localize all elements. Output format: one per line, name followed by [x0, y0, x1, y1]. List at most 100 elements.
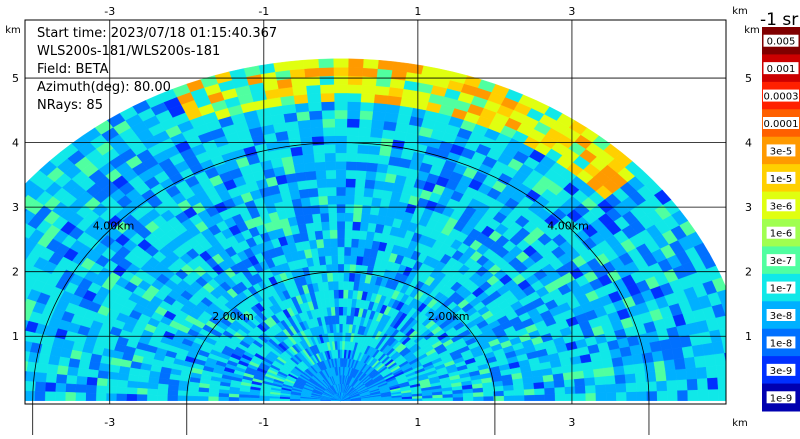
heatmap-cell [381, 190, 392, 200]
heatmap-cell [336, 170, 346, 179]
heatmap-cell [348, 67, 363, 76]
heatmap-cell [329, 221, 337, 230]
heatmap-cell [677, 390, 687, 401]
heatmap-cell [361, 93, 375, 102]
heatmap-cell [45, 382, 56, 391]
heatmap-cell [58, 357, 70, 367]
heatmap-cell [349, 273, 355, 282]
heatmap-cell [334, 110, 347, 119]
heatmap-cell [637, 391, 647, 400]
heatmap-cell [356, 170, 367, 179]
heatmap-cell [218, 397, 228, 401]
heatmap-cell [303, 154, 315, 164]
heatmap-cell [319, 204, 328, 213]
heatmap-cell [127, 388, 138, 395]
heatmap-cell [346, 170, 356, 179]
heatmap-cell [137, 394, 147, 400]
heatmap-cell [360, 110, 373, 119]
heatmap-cell [535, 394, 545, 400]
heatmap-cell [353, 213, 362, 222]
heatmap-cell [615, 374, 626, 383]
heatmap-cell [738, 376, 749, 389]
heatmap-cell [343, 273, 349, 282]
heatmap-cell [565, 386, 576, 394]
heatmap-cell [635, 372, 646, 382]
heatmap-cell [157, 389, 168, 395]
heatmap-cell [320, 93, 334, 102]
heatmap-cell [0, 369, 6, 380]
heatmap-cell [87, 369, 98, 378]
heatmap-cell [280, 399, 290, 401]
heatmap-cell [307, 179, 318, 188]
heatmap-cell [707, 377, 718, 389]
heatmap-cell [565, 394, 575, 401]
heatmap-cell [116, 394, 126, 401]
heatmap-cell [688, 390, 698, 401]
heatmap-cell [319, 67, 334, 76]
heatmap-cell [198, 396, 208, 400]
x-tick-label-top: -1 [258, 5, 269, 18]
heatmap-cell [337, 221, 345, 230]
heatmap-cell [66, 375, 77, 384]
heatmap-cell [116, 387, 127, 394]
heatmap-cell [20, 341, 32, 352]
heatmap-cell [632, 354, 644, 365]
heatmap-cell [676, 369, 687, 380]
heatmap-cell [729, 326, 742, 340]
heatmap-cell [303, 59, 319, 68]
heatmap-cell [573, 371, 584, 379]
heatmap-cell [337, 204, 346, 213]
y-tick-label-right: 5 [745, 72, 752, 85]
heatmap-cell [309, 196, 319, 205]
heatmap-cell [229, 394, 239, 398]
heatmap-cell [8, 349, 20, 361]
info-nrays: NRays: 85 [37, 98, 103, 113]
heatmap-cell [325, 256, 332, 265]
heatmap-cell [249, 395, 259, 398]
heatmap-cell [654, 360, 666, 371]
heatmap-cell [613, 366, 624, 376]
heatmap-cell [383, 121, 397, 131]
heatmap-cell [351, 239, 359, 248]
heatmap-cell [622, 355, 634, 365]
heatmap-cell [365, 171, 376, 180]
heatmap-cell [656, 381, 667, 391]
heatmap-cell [574, 378, 585, 386]
heatmap-cell [338, 281, 343, 290]
heatmap-cell [697, 378, 708, 390]
heatmap-cell [340, 341, 343, 350]
heatmap-cell [0, 303, 13, 316]
heatmap-cell [524, 395, 534, 401]
heatmap-cell [332, 273, 338, 282]
heatmap-cell [616, 383, 627, 392]
heatmap-cell [24, 391, 34, 401]
heatmap-cell [343, 315, 347, 324]
heatmap-cell [655, 370, 666, 381]
heatmap-cell [137, 382, 148, 389]
heatmap-cell [147, 395, 157, 401]
range-ring-label: 2.00km [212, 310, 254, 323]
heatmap-cell [345, 221, 353, 230]
heatmap-cell [330, 230, 338, 239]
heatmap-cell [463, 397, 473, 401]
heatmap-cell [323, 127, 335, 136]
heatmap-cell [694, 355, 706, 367]
heatmap-cell [371, 197, 381, 207]
heatmap-cell [259, 398, 269, 401]
heatmap-cell [0, 276, 3, 290]
heatmap-cell [634, 363, 646, 373]
heatmap-cell [356, 162, 367, 171]
heatmap-cell [306, 85, 320, 94]
heatmap-cell [336, 178, 346, 187]
heatmap-cell [626, 382, 637, 391]
heatmap-cell [594, 376, 605, 385]
heatmap-cell [342, 332, 345, 341]
heatmap-cell [148, 377, 159, 384]
colorbar-title: -1 sr [760, 10, 798, 30]
heatmap-cell [86, 393, 96, 401]
heatmap-cell [343, 290, 348, 299]
heatmap-cell [373, 103, 387, 113]
heatmap-cell [316, 179, 326, 188]
axis-unit-label: km [732, 6, 748, 17]
x-tick-label-top: 3 [568, 5, 575, 18]
